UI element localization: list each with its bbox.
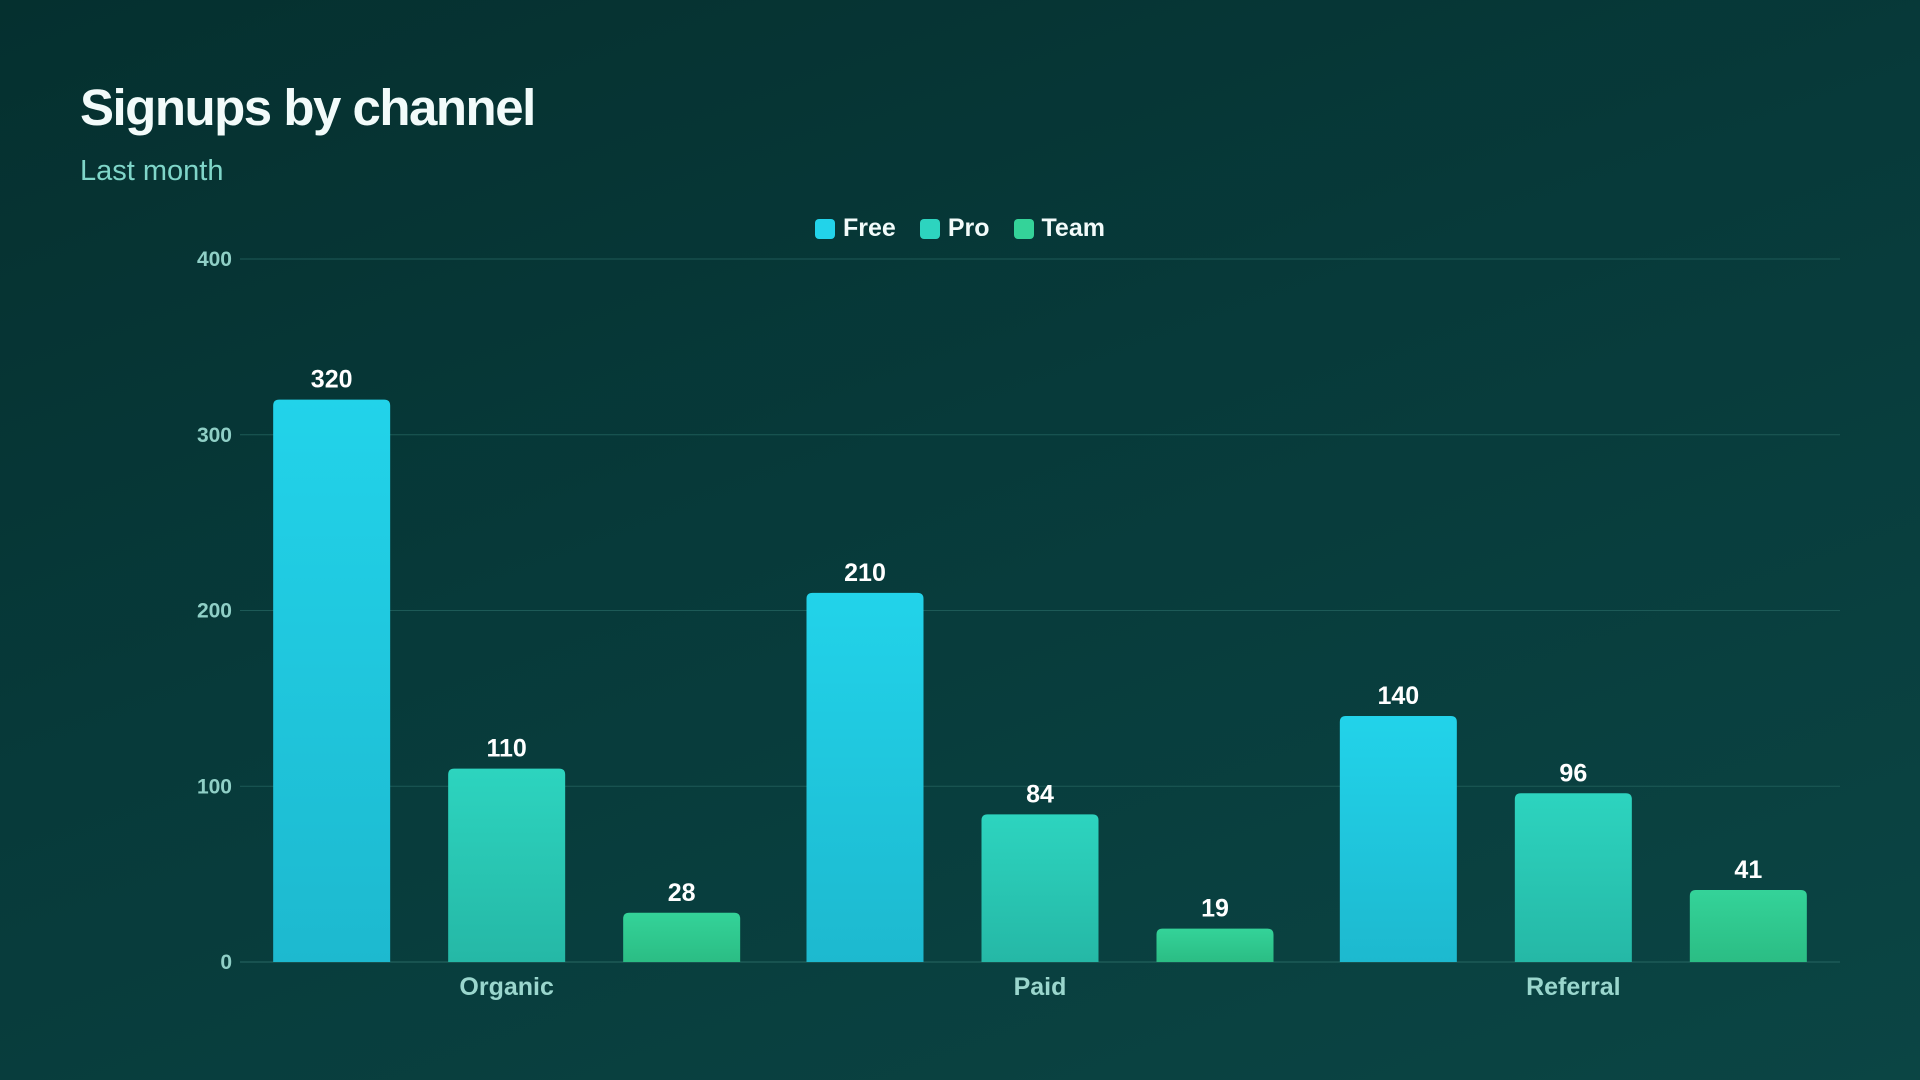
bar-paid-pro (981, 814, 1099, 962)
legend-label-team: Team (1041, 214, 1105, 242)
y-tick-label: 100 (197, 775, 232, 798)
legend-item-team: Team (1013, 214, 1105, 243)
legend-label-free: Free (843, 214, 896, 242)
bars (273, 399, 1807, 963)
y-tick-label: 200 (197, 600, 232, 623)
data-label-referral-pro: 96 (1559, 759, 1587, 787)
x-category-label-paid: Paid (1014, 973, 1067, 1001)
legend-item-pro: Pro (919, 214, 990, 243)
legend-swatch-free (815, 218, 836, 239)
bar-organic-team (623, 912, 741, 962)
bar-paid-free (806, 592, 924, 962)
legend-swatch-pro (919, 218, 940, 239)
y-tick-label: 400 (197, 248, 232, 271)
y-tick-label: 0 (220, 951, 232, 974)
data-label-referral-free: 140 (1377, 682, 1419, 710)
legend-label-pro: Pro (947, 214, 990, 242)
bar-paid-team (1156, 928, 1274, 962)
bar-referral-team (1689, 889, 1807, 962)
data-label-organic-pro: 110 (486, 735, 526, 763)
data-labels: 320 110 28 210 84 19 140 96 41 (311, 366, 1763, 923)
bar-organic-pro (448, 768, 566, 962)
bar-organic-free (273, 399, 391, 963)
chart-subtitle: Last month (80, 155, 224, 187)
chart-title: Signups by channel (80, 79, 536, 136)
data-label-organic-free: 320 (311, 366, 353, 394)
data-label-paid-pro: 84 (1026, 780, 1054, 808)
data-label-organic-team: 28 (668, 879, 696, 907)
legend-swatch-team (1013, 218, 1034, 239)
x-category-label-referral: Referral (1526, 973, 1621, 1001)
bar-referral-pro (1514, 793, 1632, 962)
y-axis-ticks: 0 100 200 300 400 (197, 248, 232, 974)
bar-referral-free (1339, 715, 1457, 962)
y-tick-label: 300 (197, 424, 232, 447)
data-label-referral-team: 41 (1734, 856, 1762, 884)
data-label-paid-team: 19 (1201, 895, 1229, 923)
x-axis-categories: Organic Paid Referral (459, 973, 1620, 1001)
legend-item-free: Free (815, 214, 896, 243)
data-label-paid-free: 210 (844, 559, 886, 587)
chart-legend: Free Pro Team (0, 214, 1920, 243)
x-category-label-organic: Organic (459, 973, 554, 1001)
